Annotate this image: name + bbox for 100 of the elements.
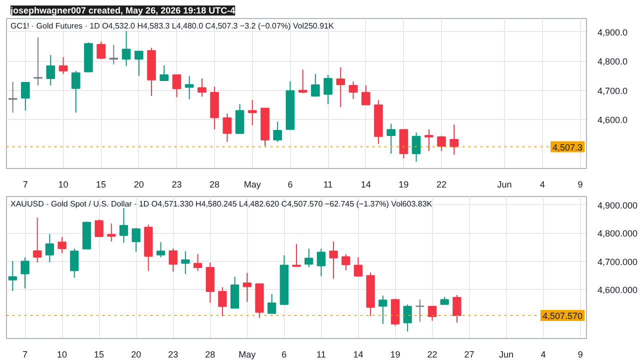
candlestick [324,74,332,105]
candlestick [172,74,182,98]
candlestick [222,113,232,142]
x-tick-label: 27 [464,350,474,360]
candlestick [218,286,227,317]
candlestick [181,250,190,274]
x-tick-label: 28 [205,350,216,360]
x-tick-label: 7 [22,350,28,360]
chart-title: XAUUSD · Gold Spot / U.S. Dollar · 1D O4,571.330 H4,580.245 L4,482.620 C4,507.570 −62.745 (−1.37%) Vol603.83K [10,200,433,208]
candlestick [119,208,128,244]
candlestick [96,41,106,60]
ref-line-label: 4,507.570 [542,311,583,322]
candlestick [184,75,194,100]
candlestick [304,248,314,268]
x-tick-label: 22 [436,180,447,190]
candlestick [329,241,338,280]
candlestick [46,54,56,86]
y-tick-label: 4,700.000 [598,256,638,267]
candlestick [8,81,18,114]
candlestick [424,128,434,152]
x-tick-label: 4 [540,350,546,360]
x-tick-label: 20 [131,350,142,360]
x-tick-label: 9 [578,350,583,360]
candlestick [160,64,169,81]
candlestick [412,132,421,162]
x-tick-label: 19 [398,180,409,190]
x-tick-label: 6 [288,180,293,190]
x-tick-label: 14 [360,180,371,190]
candlestick [20,256,30,289]
x-tick-label: 10 [57,350,68,360]
candlestick [58,56,68,75]
x-tick-label: 20 [134,180,144,190]
candlestick [386,123,396,154]
candlestick [34,37,42,86]
candlestick [354,256,363,276]
candlestick [132,228,140,252]
candlestick [94,219,104,238]
candlestick [292,243,301,267]
x-tick-label: 22 [427,350,438,360]
x-tick-label: Jun [497,180,512,190]
x-tick-label: May [238,350,256,360]
candlestick [336,66,346,108]
candlestick [403,304,412,332]
candlestick [416,299,424,322]
x-tick-label: 23 [168,350,178,360]
candlestick [71,70,80,114]
x-tick-label: 11 [323,180,333,190]
candlestick [107,223,116,242]
candlestick [437,135,446,152]
candlestick [122,30,131,66]
candlestick [452,294,462,324]
candlestick [428,305,437,322]
x-tick-label: Jun [499,350,514,360]
x-tick-label: 19 [390,350,400,360]
y-tick-label: 4,800.0 [598,56,628,67]
candlestick [273,121,282,142]
candlestick [235,104,244,134]
candlestick [342,254,350,271]
y-tick-label: 4,900.000 [598,200,638,210]
candlestick [198,78,206,98]
x-tick-label: 9 [578,180,583,190]
candlestick [8,260,17,292]
candlestick [450,124,459,156]
x-tick-label: 14 [353,350,364,360]
candlestick [134,50,144,76]
candlestick [45,233,54,263]
chart-title: GC1! · Gold Futures · 1D O4,532.0 H4,583.3 L4,480.0 C4,507.3 −3.2 (−0.07%) Vol250.91K [10,22,334,30]
candlestick [348,80,358,100]
candlestick [33,217,42,263]
y-tick-label: 4,900.0 [598,27,628,38]
x-tick-label: 10 [58,180,68,190]
candlestick [58,236,66,254]
x-tick-label: 15 [96,180,106,190]
candlestick [156,242,166,258]
y-tick-label: 4,600.0 [598,115,628,126]
candlestick [193,253,202,272]
candlestick [361,84,370,106]
candlestick [311,74,320,98]
x-tick-label: 23 [172,180,182,190]
y-tick-label: 4,600.000 [598,284,638,295]
candlestick [230,276,240,309]
x-tick-label: 7 [22,180,28,190]
candlestick [248,100,257,126]
x-tick-label: 6 [282,350,287,360]
x-tick-label: 4 [540,180,545,190]
candlestick [168,248,178,272]
candlestick [298,69,308,94]
x-tick-label: 11 [316,350,326,360]
candlestick [242,272,252,302]
x-tick-label: 15 [94,350,104,360]
x-tick-label: May [244,180,262,190]
candlestick [267,293,276,314]
candlestick [378,295,388,324]
y-tick-label: 4,700.0 [598,86,628,96]
candlestick [399,129,408,160]
candlestick [70,248,79,278]
candlestick [316,248,326,277]
y-tick-label: 4,800.000 [598,228,638,239]
ref-line-label: 4,507.3 [552,142,583,152]
candlestick [21,82,30,112]
